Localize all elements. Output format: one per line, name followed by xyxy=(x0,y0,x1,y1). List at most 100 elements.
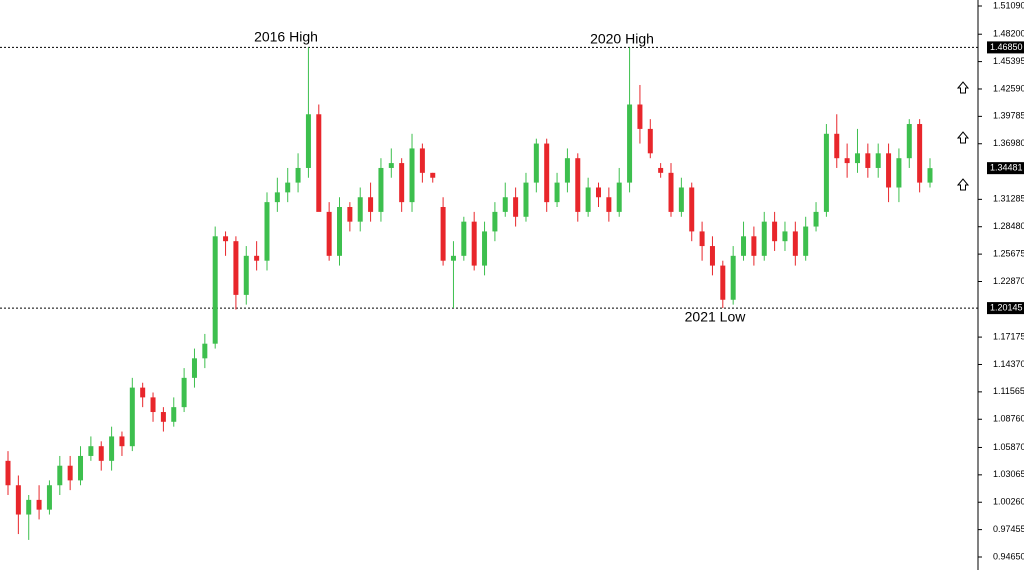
y-tick-label: 1.51090 xyxy=(993,0,1024,10)
y-tick-label: 1.14370 xyxy=(993,359,1024,369)
candle xyxy=(191,348,197,388)
candle xyxy=(388,148,394,178)
candle xyxy=(595,182,601,208)
candle xyxy=(119,431,125,456)
candle-body xyxy=(896,158,902,188)
candle xyxy=(254,241,260,271)
y-tick-label: 1.31285 xyxy=(993,194,1024,204)
candle-body xyxy=(305,114,311,168)
candle-body xyxy=(917,124,923,183)
candle-body xyxy=(202,343,208,359)
reference-label: 1.46850 xyxy=(990,42,1023,52)
candle-body xyxy=(171,407,177,422)
candle xyxy=(181,368,187,413)
annotation: 2020 High xyxy=(590,31,654,47)
candle xyxy=(409,133,415,212)
candle xyxy=(316,104,322,212)
candle xyxy=(5,451,11,496)
candle xyxy=(233,236,239,310)
candle-body xyxy=(357,197,363,222)
candle-body xyxy=(823,133,829,212)
candle xyxy=(792,221,798,266)
candle-body xyxy=(181,377,187,408)
candle-body xyxy=(854,153,860,164)
up-arrow xyxy=(956,131,970,144)
candle xyxy=(575,153,581,222)
y-tick-label: 1.05870 xyxy=(993,442,1024,452)
candle xyxy=(823,124,829,217)
candle-body xyxy=(212,236,218,344)
candle xyxy=(88,436,94,461)
candle-body xyxy=(160,412,166,422)
y-tick-label: 1.39785 xyxy=(993,111,1024,121)
candle xyxy=(844,143,850,178)
candle xyxy=(533,138,539,193)
candle-body xyxy=(751,236,757,256)
candle-body xyxy=(668,172,674,212)
candle-body xyxy=(295,167,301,183)
reference-box xyxy=(987,302,1024,315)
candle xyxy=(295,153,301,193)
candle-body xyxy=(274,192,280,203)
candle xyxy=(357,187,363,232)
candle xyxy=(223,231,229,256)
y-tick-label: 1.28480 xyxy=(993,221,1024,231)
candle-body xyxy=(129,387,135,447)
candle-body xyxy=(627,104,633,183)
candle xyxy=(450,241,456,309)
candle xyxy=(906,119,912,168)
candle xyxy=(927,158,933,188)
candle-body xyxy=(637,104,643,129)
candle xyxy=(15,475,21,535)
candle-body xyxy=(67,465,73,481)
candle-body xyxy=(720,265,726,300)
candle-body xyxy=(191,358,197,378)
candle xyxy=(337,197,343,266)
candle xyxy=(513,187,519,227)
candle xyxy=(285,167,291,203)
candle-body xyxy=(461,221,467,256)
candle xyxy=(461,216,467,261)
candle xyxy=(585,177,591,217)
y-tick-label: 1.17175 xyxy=(993,331,1024,341)
candle-body xyxy=(678,187,684,212)
y-tick-label: 1.45395 xyxy=(993,56,1024,66)
candle xyxy=(347,202,353,232)
candle-body xyxy=(223,236,229,242)
candle xyxy=(875,143,881,178)
candle-body xyxy=(523,182,529,217)
y-tick-label: 1.00260 xyxy=(993,497,1024,507)
candle-body xyxy=(471,221,477,266)
candle xyxy=(813,202,819,232)
candle xyxy=(430,172,436,183)
candle-body xyxy=(243,255,249,295)
candle-body xyxy=(316,114,322,212)
y-tick-label: 1.42590 xyxy=(993,83,1024,93)
candle xyxy=(140,382,146,408)
candle xyxy=(419,143,425,183)
candle-body xyxy=(57,465,63,486)
y-tick-label: 1.25675 xyxy=(993,248,1024,258)
candle xyxy=(502,182,508,217)
candle-body xyxy=(140,387,146,398)
candle-body xyxy=(865,153,871,168)
candle xyxy=(67,455,73,491)
candle xyxy=(741,221,747,261)
candle-body xyxy=(26,499,32,515)
y-tick-label: 0.94650 xyxy=(993,551,1024,561)
candle-body xyxy=(109,436,115,461)
candle xyxy=(772,211,778,251)
candle-body xyxy=(88,446,94,456)
candle-body xyxy=(36,499,42,510)
candle xyxy=(854,128,860,173)
candle xyxy=(326,202,332,261)
candle-body xyxy=(378,167,384,212)
candle xyxy=(896,148,902,203)
y-tick-label: 1.36980 xyxy=(993,138,1024,148)
candle xyxy=(160,407,166,432)
candle-body xyxy=(264,202,270,261)
candle xyxy=(637,84,643,144)
candle xyxy=(368,182,374,222)
candle-body xyxy=(658,167,664,173)
